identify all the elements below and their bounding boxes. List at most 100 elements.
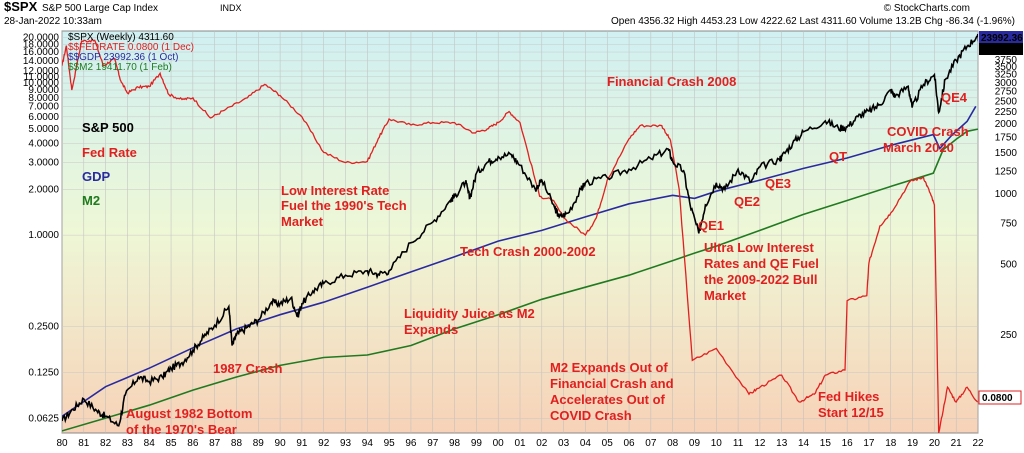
annotation-march-2020: March 2020 bbox=[883, 140, 954, 155]
left-tick-label: 14.0000 bbox=[23, 56, 60, 67]
left-tick-label: 10.0000 bbox=[23, 78, 60, 89]
x-tick-label: 98 bbox=[449, 438, 461, 449]
x-tick-label: 13 bbox=[776, 438, 788, 449]
right-tick-label: 3000 bbox=[995, 78, 1018, 89]
annotations: Financial Crash 2008 COVID Crash March 2… bbox=[126, 74, 969, 437]
annotation-1982-bottom-line1: August 1982 Bottom bbox=[126, 406, 252, 421]
series-label-gdp: GDP bbox=[82, 169, 111, 184]
x-tick-label: 11 bbox=[733, 438, 744, 449]
left-tick-label: 0.2500 bbox=[28, 322, 59, 333]
left-tick-label: 6.0000 bbox=[28, 112, 59, 123]
x-tick-label: 04 bbox=[580, 438, 592, 449]
x-tick-label: 85 bbox=[165, 438, 177, 449]
annotation-financial-crash: Financial Crash 2008 bbox=[607, 74, 736, 89]
x-tick-label: 10 bbox=[711, 438, 723, 449]
left-tick-label: 0.0625 bbox=[28, 413, 59, 424]
annotation-ultra-low-line2: Rates and QE Fuel bbox=[704, 256, 819, 271]
x-tick-label: 22 bbox=[972, 438, 984, 449]
annotation-low-rate-line3: Market bbox=[281, 214, 324, 229]
annotation-qe1: QE1 bbox=[698, 218, 724, 233]
left-tick-label: 5.0000 bbox=[28, 124, 59, 135]
left-tick-label: 4.0000 bbox=[28, 139, 59, 150]
x-tick-label: 94 bbox=[362, 438, 374, 449]
chart-date: 28-Jan-2022 10:33am bbox=[4, 16, 102, 27]
right-tick-label: 2000 bbox=[995, 119, 1018, 130]
left-tick-label: 16.0000 bbox=[23, 47, 60, 58]
annotation-qe2: QE2 bbox=[734, 194, 760, 209]
legend-item-gdp: $$GDP 23992.36 (1 Oct) bbox=[68, 52, 178, 63]
x-tick-label: 06 bbox=[623, 438, 635, 449]
legend-item-m2: $$M2 19411.70 (1 Feb) bbox=[68, 62, 172, 73]
x-tick-label: 83 bbox=[122, 438, 134, 449]
annotation-qe3: QE3 bbox=[765, 176, 791, 191]
series-line-fedrate bbox=[62, 38, 978, 433]
x-tick-label: 90 bbox=[275, 438, 287, 449]
x-tick-label: 86 bbox=[187, 438, 199, 449]
annotation-ultra-low-line4: Market bbox=[704, 288, 747, 303]
x-tick-label: 95 bbox=[384, 438, 396, 449]
annotation-tech-crash: Tech Crash 2000-2002 bbox=[460, 244, 596, 259]
x-tick-label: 19 bbox=[907, 438, 919, 449]
x-tick-label: 03 bbox=[558, 438, 570, 449]
x-tick-label: 84 bbox=[144, 438, 156, 449]
annotation-qe4: QE4 bbox=[941, 90, 968, 105]
x-tick-label: 92 bbox=[318, 438, 330, 449]
badge-fedrate-value: 0.0800 bbox=[982, 393, 1013, 404]
x-tick-label: 80 bbox=[56, 438, 68, 449]
x-axis: 80 81 82 83 84 85 86 87 88 89 90 91 92 93 94 95 96 97 98 99… bbox=[56, 438, 984, 449]
x-tick-label: 20 bbox=[929, 438, 941, 449]
annotation-m2-line2: Financial Crash and bbox=[550, 376, 674, 391]
badge-fedrate: 0.0800 bbox=[978, 390, 1022, 405]
right-tick-label: 2250 bbox=[995, 107, 1018, 118]
x-tick-label: 15 bbox=[820, 438, 832, 449]
x-tick-label: 00 bbox=[493, 438, 505, 449]
x-tick-label: 05 bbox=[602, 438, 614, 449]
left-tick-label: 9.0000 bbox=[28, 85, 59, 96]
right-tick-label: 1250 bbox=[995, 167, 1018, 178]
x-tick-label: 12 bbox=[754, 438, 766, 449]
series-line-gdp bbox=[62, 105, 977, 417]
annotation-covid-crash: COVID Crash bbox=[887, 124, 969, 139]
right-tick-label: 500 bbox=[1000, 260, 1017, 271]
right-tick-label: 1000 bbox=[995, 189, 1018, 200]
left-tick-label: 7.0000 bbox=[28, 102, 59, 113]
x-tick-label: 81 bbox=[78, 438, 90, 449]
right-tick-label: 250 bbox=[1000, 330, 1017, 341]
x-tick-label: 21 bbox=[951, 438, 963, 449]
left-tick-label: 2.0000 bbox=[28, 184, 59, 195]
annotation-1982-bottom-line2: of the 1970's Bear bbox=[126, 422, 237, 437]
right-tick-label: 1500 bbox=[995, 148, 1018, 159]
annotation-fed-hikes-line1: Fed Hikes bbox=[818, 389, 879, 404]
x-tick-label: 08 bbox=[667, 438, 679, 449]
x-tick-label: 93 bbox=[340, 438, 352, 449]
x-tick-label: 88 bbox=[231, 438, 243, 449]
right-tick-label: 3250 bbox=[995, 70, 1018, 81]
left-tick-label: 12.0000 bbox=[23, 66, 60, 77]
annotation-m2-line1: M2 Expands Out of bbox=[550, 360, 668, 375]
annotation-low-rate-line2: Fuel the 1990's Tech bbox=[281, 198, 407, 213]
annotation-m2-line3: Accelerates Out of bbox=[550, 392, 666, 407]
annotation-m2-line4: COVID Crash bbox=[550, 408, 632, 423]
left-tick-label: 3.0000 bbox=[28, 158, 59, 169]
right-tick-label: 1750 bbox=[995, 132, 1018, 143]
left-tick-label: 18.0000 bbox=[23, 39, 60, 50]
series-line-m2 bbox=[62, 128, 978, 432]
right-tick-label: 750 bbox=[1000, 218, 1017, 229]
right-tick-label: 2500 bbox=[995, 96, 1018, 107]
x-tick-label: 01 bbox=[514, 438, 526, 449]
series-label-spx: S&P 500 bbox=[82, 120, 134, 135]
x-tick-label: 07 bbox=[645, 438, 657, 449]
x-tick-label: 96 bbox=[405, 438, 417, 449]
chart-exchange: INDX bbox=[220, 3, 242, 13]
x-tick-label: 91 bbox=[296, 438, 308, 449]
x-tick-label: 82 bbox=[100, 438, 112, 449]
chart-symbol: $SPX bbox=[4, 0, 38, 14]
chart-index-name: S&P 500 Large Cap Index bbox=[42, 3, 158, 14]
annotation-ultra-low-line3: the 2009-2022 Bull bbox=[704, 272, 817, 287]
badge-gdp: 23992.36 bbox=[979, 31, 1023, 44]
brand-watermark: © StockCharts.com bbox=[884, 3, 970, 14]
x-tick-label: 99 bbox=[471, 438, 483, 449]
badge-spx-value: 4311.60 bbox=[981, 45, 1017, 56]
